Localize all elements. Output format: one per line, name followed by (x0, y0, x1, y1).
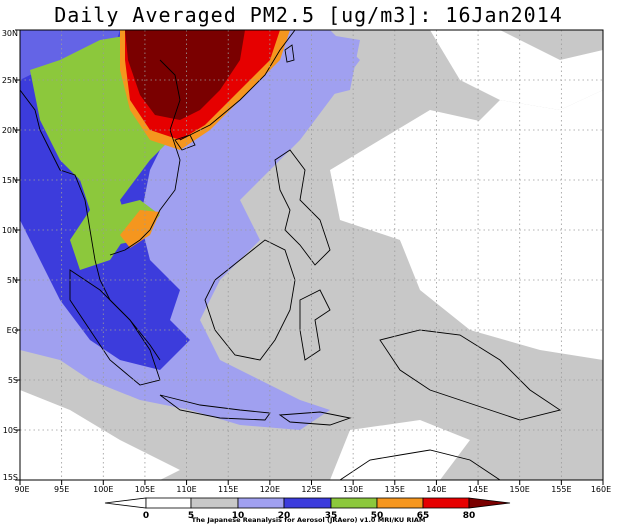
white-southeast (330, 420, 470, 480)
colorbar-cell (190, 497, 239, 509)
lat-label: 20N (2, 126, 18, 135)
lon-label: 155E (551, 485, 571, 494)
philippines-coast (274, 149, 331, 266)
colorbar-cell-above (468, 497, 511, 509)
data-credit: The Japanese Reanalysis for Aerosol (JRA… (191, 516, 426, 524)
coastlines (20, 30, 562, 480)
new-guinea-coast (379, 329, 562, 421)
light-blue-east-patch (300, 30, 360, 100)
colorbar-cell (330, 497, 378, 509)
australia-coast (339, 449, 501, 480)
colorbar-label: 10 (232, 511, 245, 521)
sulawesi-coast (299, 289, 331, 361)
lat-label: 15N (2, 176, 18, 185)
borneo-coast (204, 239, 296, 361)
lesser-sunda-coast (278, 411, 352, 426)
lon-label: 110E (176, 485, 196, 494)
colorbar-label: 35 (325, 511, 338, 521)
colorbar-label: 80 (463, 511, 476, 521)
lat-label: 5N (7, 276, 18, 285)
lat-label: 15S (3, 473, 18, 482)
lon-label: 115E (218, 485, 238, 494)
hainan-island (174, 134, 196, 151)
axis-ticks (15, 29, 604, 485)
lon-label: 125E (301, 485, 321, 494)
lon-label: 105E (135, 485, 155, 494)
colorbar-label: 50 (371, 511, 384, 521)
white-north-east (430, 30, 603, 110)
colorbar (104, 497, 511, 509)
sumatra-coast (69, 269, 161, 386)
indochina-coast (109, 59, 181, 256)
lon-label: 150E (510, 485, 530, 494)
lon-label: 145E (468, 485, 488, 494)
map-title: Daily Averaged PM2.5 [ug/m3]: 16Jan2014 (54, 3, 563, 27)
lon-label: 100E (93, 485, 113, 494)
colorbar-label: 65 (417, 511, 430, 521)
lat-label: 25N (2, 76, 18, 85)
colorbar-cell (283, 497, 332, 509)
colorbar-cell (145, 497, 192, 509)
lon-label: 95E (54, 485, 69, 494)
colorbar-label: 20 (278, 511, 291, 521)
white-south-west (20, 390, 180, 480)
taiwan-island (284, 44, 295, 63)
lon-label: 130E (343, 485, 363, 494)
grid-lines (20, 30, 603, 480)
lat-label: 5S (8, 376, 18, 385)
lon-label: 135E (385, 485, 405, 494)
lon-label: 90E (14, 485, 29, 494)
colorbar-cell-below (104, 497, 147, 509)
lon-label: 160E (591, 485, 611, 494)
lon-label: 120E (260, 485, 280, 494)
lon-label: 140E (426, 485, 446, 494)
colorbar-cell (376, 497, 424, 509)
java-coast (159, 394, 271, 421)
lat-label: 10N (2, 226, 18, 235)
colorbar-cell (422, 497, 470, 509)
lat-label: 30N (2, 29, 18, 38)
lat-label: 10S (3, 426, 18, 435)
china-coast (179, 30, 296, 141)
colorbar-label: 0 (143, 511, 149, 521)
colorbar-cell (237, 497, 285, 509)
colorbar-label: 5 (188, 511, 194, 521)
orange-vietnam-patch (120, 210, 160, 248)
lat-label: EQ (7, 326, 18, 335)
level-above-80-region (125, 30, 245, 120)
